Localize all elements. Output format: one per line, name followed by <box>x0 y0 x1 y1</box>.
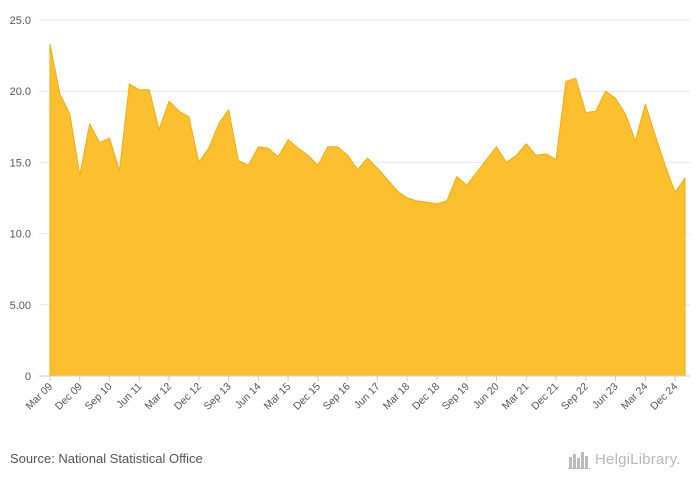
x-tick-label: Jun 17 <box>352 381 383 412</box>
source-note: Source: National Statistical Office <box>10 451 203 466</box>
x-tick-label: Mar 12 <box>143 381 175 413</box>
x-tick-label: Dec 24 <box>648 381 680 413</box>
x-tick-label: Dec 21 <box>529 381 561 413</box>
y-axis: 0 5.00 10.0 15.0 20.0 25.0 <box>10 15 31 383</box>
x-tick-label: Sep 22 <box>559 381 591 413</box>
y-tick-label: 25.0 <box>10 15 31 27</box>
x-tick-label: Sep 13 <box>202 381 234 413</box>
x-tick-label: Sep 19 <box>440 381 472 413</box>
x-tick-label: Jun 20 <box>471 381 502 412</box>
x-tick-label: Mar 21 <box>500 381 532 413</box>
x-tick-label: Mar 09 <box>24 381 56 413</box>
logo-text: HelgiLibrary. <box>595 450 681 468</box>
x-tick-label: Jun 11 <box>114 381 144 411</box>
x-tick-label: Jun 14 <box>233 381 264 412</box>
area-series <box>49 43 686 377</box>
y-tick-label: 5.00 <box>10 300 31 312</box>
x-tick-label: Dec 09 <box>53 381 85 413</box>
x-tick-label: Dec 18 <box>410 381 442 413</box>
x-tick-label: Dec 12 <box>172 381 204 413</box>
x-tick-label: Sep 10 <box>83 381 115 413</box>
y-tick-label: 20.0 <box>10 86 31 98</box>
library-books-icon <box>568 452 590 469</box>
x-tick-label: Jun 23 <box>590 381 621 412</box>
x-tick-label: Mar 24 <box>619 381 651 413</box>
x-tick-label: Sep 16 <box>321 381 353 413</box>
x-tick-label: Mar 18 <box>381 381 413 413</box>
y-tick-label: 0 <box>25 371 31 383</box>
y-tick-label: 15.0 <box>10 157 31 169</box>
helgilibrary-logo[interactable]: HelgiLibrary. <box>568 448 681 470</box>
x-tick-label: Dec 15 <box>291 381 323 413</box>
x-tick-label: Mar 15 <box>262 381 294 413</box>
y-tick-label: 10.0 <box>10 229 31 241</box>
